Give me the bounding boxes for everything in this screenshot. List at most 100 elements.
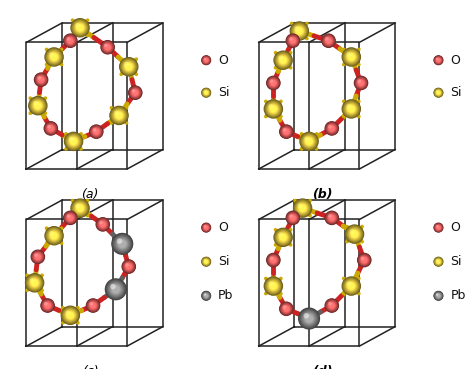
Circle shape [300, 310, 318, 328]
Circle shape [325, 121, 339, 135]
Circle shape [89, 301, 97, 310]
Circle shape [75, 23, 85, 32]
Circle shape [48, 230, 60, 242]
Circle shape [273, 228, 293, 247]
Circle shape [32, 251, 44, 262]
Circle shape [42, 300, 53, 311]
Circle shape [47, 229, 61, 243]
Circle shape [204, 90, 208, 95]
Circle shape [436, 259, 441, 264]
Circle shape [125, 63, 133, 71]
Circle shape [289, 214, 297, 222]
Circle shape [436, 90, 441, 96]
Circle shape [66, 311, 74, 319]
Circle shape [301, 133, 318, 150]
Circle shape [296, 202, 309, 214]
Circle shape [326, 212, 337, 224]
Circle shape [279, 56, 287, 64]
Circle shape [436, 293, 438, 296]
Circle shape [110, 283, 122, 295]
Circle shape [201, 291, 211, 300]
Circle shape [278, 56, 288, 65]
Circle shape [75, 203, 85, 213]
Circle shape [51, 54, 57, 61]
Circle shape [202, 292, 210, 300]
Circle shape [280, 302, 293, 315]
Circle shape [204, 90, 209, 95]
Circle shape [45, 123, 57, 134]
Circle shape [325, 211, 338, 224]
Circle shape [275, 230, 291, 245]
Circle shape [305, 314, 313, 323]
Circle shape [435, 258, 442, 266]
Circle shape [64, 35, 76, 47]
Circle shape [87, 299, 100, 312]
Circle shape [31, 99, 45, 113]
Circle shape [204, 226, 208, 230]
Circle shape [290, 22, 309, 40]
Circle shape [325, 37, 332, 44]
Circle shape [114, 235, 131, 252]
Circle shape [45, 227, 63, 245]
Circle shape [201, 257, 211, 267]
Circle shape [271, 258, 276, 263]
Circle shape [277, 232, 289, 243]
Circle shape [436, 293, 441, 299]
Circle shape [97, 219, 109, 230]
Circle shape [46, 123, 56, 134]
Circle shape [48, 125, 54, 131]
Circle shape [47, 125, 51, 128]
Circle shape [73, 20, 88, 35]
Circle shape [343, 100, 360, 118]
Circle shape [101, 41, 114, 54]
Circle shape [110, 107, 128, 124]
Circle shape [301, 134, 317, 149]
Circle shape [284, 306, 289, 311]
Circle shape [105, 44, 111, 50]
Circle shape [202, 89, 210, 96]
Circle shape [434, 88, 443, 97]
Circle shape [103, 43, 112, 52]
Circle shape [329, 215, 335, 220]
Circle shape [270, 256, 277, 263]
Circle shape [93, 128, 100, 135]
Circle shape [269, 282, 277, 290]
Circle shape [346, 226, 363, 242]
Circle shape [67, 214, 70, 218]
Circle shape [271, 80, 276, 86]
Circle shape [268, 104, 279, 114]
Circle shape [435, 224, 442, 231]
Circle shape [437, 260, 440, 263]
Circle shape [77, 24, 83, 31]
Circle shape [289, 37, 297, 45]
Circle shape [26, 274, 43, 292]
Circle shape [436, 225, 441, 231]
Circle shape [201, 291, 211, 301]
Circle shape [328, 124, 336, 133]
Circle shape [32, 100, 44, 111]
Circle shape [356, 77, 366, 89]
Circle shape [33, 101, 43, 110]
Circle shape [282, 304, 291, 314]
Circle shape [36, 75, 46, 85]
Circle shape [269, 255, 278, 265]
Circle shape [203, 57, 209, 63]
Circle shape [435, 57, 442, 64]
Circle shape [434, 292, 443, 300]
Circle shape [327, 213, 337, 223]
Circle shape [358, 80, 364, 86]
Circle shape [435, 258, 442, 265]
Circle shape [35, 73, 47, 86]
Circle shape [110, 284, 121, 294]
Circle shape [325, 121, 339, 136]
Circle shape [282, 127, 291, 137]
Circle shape [342, 99, 361, 119]
Circle shape [301, 310, 318, 327]
Circle shape [25, 273, 45, 293]
Circle shape [114, 111, 124, 120]
Circle shape [326, 38, 332, 44]
Circle shape [436, 225, 438, 228]
Circle shape [283, 305, 286, 309]
Circle shape [46, 228, 62, 244]
Circle shape [280, 302, 293, 315]
